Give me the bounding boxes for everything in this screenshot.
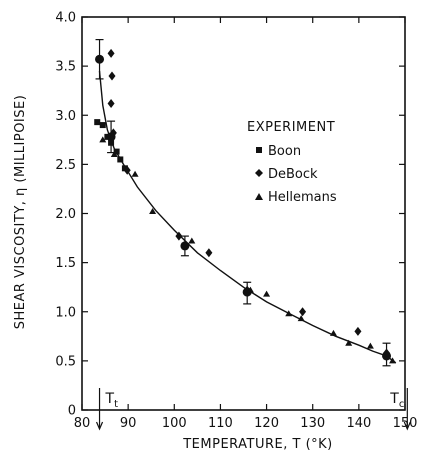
y-axis-title: SHEAR VISCOSITY, η (MILLIPOISE): [13, 95, 28, 330]
point-debock: [108, 71, 116, 81]
point-hellemans: [149, 208, 157, 215]
x-axis-title: TEMPERATURE, T (°K): [182, 437, 333, 452]
fit-curve: [98, 70, 397, 364]
point-debock: [107, 48, 115, 58]
point-debock: [107, 98, 115, 108]
y-tick-label: 1.0: [55, 305, 76, 320]
axes: [81, 16, 406, 411]
plot-frame: [81, 16, 406, 411]
annotation-t-c-arrow: [403, 421, 411, 431]
point-debock: [123, 165, 131, 175]
x-tick-label: 120: [254, 416, 279, 431]
y-tick-label: 0: [68, 404, 76, 419]
point-hellemans: [188, 237, 196, 244]
legend-title: EXPERIMENT: [247, 120, 335, 135]
annotation-t-t-arrow: [95, 421, 104, 431]
point-boon: [99, 122, 106, 129]
point-boon: [117, 156, 124, 163]
point-boon: [108, 139, 115, 146]
point-hellemans: [366, 342, 374, 349]
x-tick-label: 140: [346, 416, 371, 431]
point-debock: [354, 326, 362, 336]
point-hellemans: [285, 310, 293, 317]
point-debock: [109, 128, 117, 138]
legend-label-debock: DeBock: [268, 167, 318, 182]
error-bars: [95, 38, 392, 367]
annotation-t-c-subscript: c: [399, 399, 405, 410]
point-debock: [175, 231, 183, 241]
point-hellemans: [246, 286, 254, 293]
point-debock: [299, 307, 307, 317]
point-hellemans: [263, 290, 271, 297]
y-tick-label: 2.5: [55, 158, 76, 173]
y-tick-label: 2.0: [55, 207, 76, 222]
x-tick-label: 80: [74, 416, 91, 431]
point-boon: [121, 165, 128, 172]
x-tick-label: 100: [162, 416, 187, 431]
y-tick-label: 3.5: [55, 60, 76, 75]
annotation-t-t-label: Tt: [105, 391, 119, 410]
annotation-t-c-label: Tc: [389, 391, 404, 410]
point-boon: [94, 119, 101, 126]
point-hellemans: [110, 151, 118, 158]
x-tick-label: 130: [300, 416, 325, 431]
legend-marker-debock: [255, 169, 263, 177]
point-debock: [96, 54, 104, 64]
point-hellemans: [329, 329, 337, 336]
y-tick-label: 0.5: [55, 354, 76, 369]
legend-label-hellemans: Hellemans: [268, 190, 337, 205]
point-hellemans: [131, 170, 139, 177]
legend-label-boon: Boon: [268, 144, 301, 159]
point-hellemans: [297, 315, 305, 322]
point-debock: [181, 241, 189, 251]
fit-curve-group: [98, 70, 397, 364]
ticks: 80 90 100 110 120 130 140 15000.51.01.52.02.53.…: [55, 11, 417, 432]
point-boon: [104, 133, 111, 140]
y-tick-label: 1.5: [55, 256, 76, 271]
y-tick-label: 4.0: [55, 11, 76, 26]
legend: EXPERIMENT Boon DeBock Hellemans: [247, 120, 337, 205]
point-hellemans: [99, 136, 107, 143]
y-tick-label: 3.0: [55, 109, 76, 124]
point-debock: [383, 348, 391, 358]
legend-marker-hellemans: [255, 193, 263, 200]
x-tick-label: 110: [208, 416, 233, 431]
annotation-t-t-subscript: t: [114, 399, 118, 410]
point-debock: [205, 248, 213, 258]
data-points: [94, 48, 397, 364]
x-tick-label: 90: [120, 416, 137, 431]
point-hellemans: [345, 339, 353, 346]
point-boon: [113, 148, 120, 155]
legend-marker-boon: [256, 147, 262, 153]
point-hellemans: [389, 357, 397, 364]
